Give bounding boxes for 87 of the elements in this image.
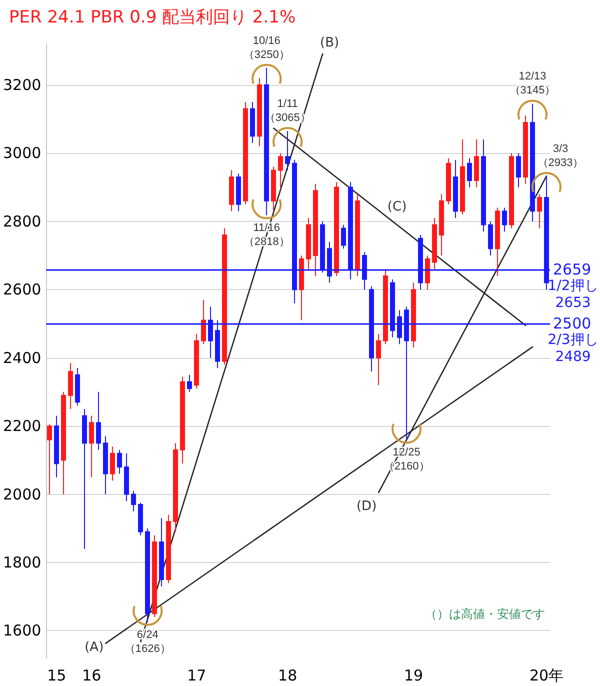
candlestick bbox=[75, 368, 80, 406]
candlestick bbox=[453, 159, 458, 218]
y-tick-label: 2200 bbox=[2, 417, 42, 436]
y-tick-label: 2800 bbox=[2, 212, 42, 230]
candlestick bbox=[110, 446, 115, 482]
candlestick bbox=[131, 490, 136, 512]
series-label: (B) bbox=[320, 35, 340, 50]
candlestick bbox=[355, 194, 360, 276]
candlestick bbox=[313, 183, 318, 276]
candlestick bbox=[467, 158, 472, 188]
candlestick bbox=[229, 170, 234, 212]
candlestick bbox=[54, 415, 59, 478]
candlestick bbox=[495, 207, 500, 276]
candlestick bbox=[250, 101, 255, 144]
candlestick bbox=[61, 391, 66, 495]
candlestick bbox=[159, 518, 164, 587]
candlestick bbox=[47, 424, 52, 495]
candlestick bbox=[201, 299, 206, 345]
candlestick bbox=[488, 220, 493, 256]
annotation: 10/16 （3250） bbox=[243, 34, 290, 61]
y-tick-label: 2400 bbox=[2, 348, 42, 367]
candlestick bbox=[523, 115, 528, 184]
candlestick bbox=[117, 449, 122, 474]
candlestick bbox=[299, 254, 304, 321]
candlestick bbox=[138, 502, 143, 536]
candlestick bbox=[82, 408, 87, 550]
candlestick bbox=[264, 67, 269, 216]
candlestick bbox=[194, 333, 199, 390]
candlestick bbox=[439, 194, 444, 256]
candlestick bbox=[425, 254, 430, 290]
candlestick bbox=[474, 139, 479, 188]
candlestick bbox=[334, 182, 339, 276]
x-tick-label: 19 bbox=[404, 666, 424, 684]
candlestick bbox=[530, 103, 535, 222]
x-tick-label: 17 bbox=[187, 666, 206, 684]
ref-line-label: 2500 bbox=[553, 314, 592, 333]
ref-line-label: 2659 bbox=[553, 260, 592, 278]
x-tick-label: 15 bbox=[47, 666, 66, 684]
y-tick-label: 1800 bbox=[2, 553, 42, 572]
candlestick bbox=[411, 282, 416, 348]
candlestick bbox=[516, 152, 521, 188]
y-tick-label: 2600 bbox=[2, 280, 42, 299]
candlestick bbox=[460, 139, 465, 216]
candlestick bbox=[271, 166, 276, 212]
candlestick bbox=[446, 158, 451, 205]
candlestick bbox=[236, 173, 241, 212]
y-tick-label: 3000 bbox=[2, 144, 42, 162]
annotation: 1/2押し 2653 bbox=[548, 278, 598, 311]
candlestick bbox=[243, 101, 248, 205]
candlestick bbox=[257, 78, 262, 147]
series-label: (A) bbox=[84, 640, 104, 655]
candlestick bbox=[537, 194, 542, 229]
annotation: （）は高値・安値です bbox=[425, 607, 545, 621]
annotation: 3/3 （2933） bbox=[537, 143, 584, 170]
candlestick bbox=[222, 228, 227, 366]
annotation: 2/3押し 2489 bbox=[548, 332, 598, 366]
x-tick-label: 18 bbox=[278, 666, 298, 684]
candlestick bbox=[68, 362, 73, 410]
candlestick bbox=[187, 374, 192, 392]
chart-title: PER 24.1 PBR 0.9 配当利回り 2.1% bbox=[9, 8, 296, 28]
series-label: (D) bbox=[356, 499, 377, 514]
candlestick bbox=[306, 217, 311, 270]
y-tick-label: 1600 bbox=[2, 622, 42, 640]
candlestick bbox=[432, 217, 437, 270]
candlestick bbox=[509, 152, 514, 229]
candlestick bbox=[341, 224, 346, 250]
candlestick bbox=[152, 534, 157, 618]
candlestick bbox=[145, 528, 150, 622]
candlestick bbox=[383, 268, 388, 345]
candlestick bbox=[173, 442, 178, 532]
candlestick bbox=[278, 152, 283, 188]
candlestick bbox=[103, 436, 108, 495]
candlestick bbox=[502, 207, 507, 232]
x-tick-label: 16 bbox=[82, 666, 102, 684]
annotation: 12/13 （3145） bbox=[509, 70, 556, 97]
y-tick-label: 2000 bbox=[2, 485, 42, 504]
y-tick-label: 3200 bbox=[2, 76, 42, 94]
candlestick bbox=[96, 391, 101, 450]
candlestick bbox=[166, 514, 171, 584]
candlestick bbox=[285, 130, 290, 171]
candlestick bbox=[481, 139, 486, 232]
candlestick bbox=[180, 376, 185, 464]
candlestick bbox=[89, 415, 94, 478]
series-label: (C) bbox=[387, 199, 407, 214]
candlestick bbox=[376, 333, 381, 386]
x-tick-label: 20年 bbox=[529, 666, 564, 684]
candlestick bbox=[124, 452, 129, 502]
